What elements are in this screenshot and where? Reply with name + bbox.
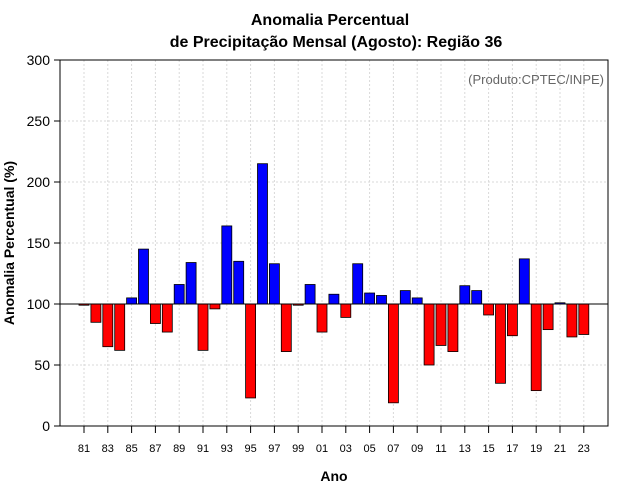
bar-11: [435, 303, 447, 346]
bar-13: [459, 285, 471, 305]
x-tick-label: 17: [506, 443, 518, 455]
bar-95: [245, 303, 257, 399]
x-axis: 81 83 85 87 89 91 93 95 97 99 01 03 05 07 09 11 13 15 17 19…: [78, 426, 590, 455]
y-tick-label: 0: [42, 418, 50, 434]
y-tick-label: 200: [27, 174, 51, 190]
bar-91: [197, 303, 209, 351]
credit-text: (Produto:CPTEC/INPE): [468, 72, 604, 87]
bars: [78, 163, 590, 404]
chart-title-line-1: Anomalia Percentual: [251, 12, 409, 29]
bar-19: [530, 303, 542, 392]
y-tick-label: 300: [27, 52, 51, 68]
bar-94: [233, 260, 245, 305]
bar-20: [542, 303, 554, 331]
x-tick-label: 89: [173, 443, 185, 455]
bar-17: [506, 303, 518, 337]
x-tick-label: 23: [578, 443, 590, 455]
y-tick-label: 100: [27, 296, 51, 312]
bar-89: [173, 284, 185, 305]
grid: [60, 60, 608, 426]
bar-22: [566, 303, 578, 338]
bar-12: [447, 303, 459, 352]
bar-97: [268, 263, 280, 305]
bar-09: [411, 297, 423, 305]
x-tick-label: 07: [387, 443, 399, 455]
chart-title-line-2: de Precipitação Mensal (Agosto): Região …: [170, 34, 503, 51]
x-tick-label: 03: [340, 443, 352, 455]
x-tick-label: 13: [459, 443, 471, 455]
x-tick-label: 97: [268, 443, 280, 455]
x-tick-label: 81: [78, 443, 90, 455]
x-tick-label: 05: [363, 443, 375, 455]
bar-15: [483, 303, 495, 316]
y-axis: 0 50 100 150 200 250 300: [27, 52, 60, 434]
x-tick-label: 15: [482, 443, 494, 455]
bar-93: [221, 225, 233, 305]
x-tick-label: 99: [292, 443, 304, 455]
bar-07: [387, 303, 399, 404]
x-tick-label: 83: [102, 443, 114, 455]
bar-96: [257, 163, 268, 305]
bar-92: [209, 303, 221, 310]
bar-23: [578, 303, 590, 335]
bar-16: [495, 303, 506, 384]
bar-10: [423, 303, 435, 366]
bar-86: [138, 248, 149, 305]
x-axis-label: Ano: [320, 468, 347, 484]
bar-88: [161, 303, 173, 333]
bar-02: [328, 293, 340, 305]
y-tick-label: 50: [34, 357, 50, 373]
bar-18: [518, 258, 530, 305]
x-tick-label: 11: [435, 443, 446, 455]
x-tick-label: 21: [554, 443, 566, 455]
x-tick-label: 93: [221, 443, 233, 455]
y-tick-label: 250: [27, 113, 51, 129]
bar-08: [399, 290, 411, 305]
x-tick-label: 19: [530, 443, 542, 455]
x-tick-label: 91: [197, 443, 209, 455]
x-tick-label: 09: [411, 443, 423, 455]
x-tick-label: 01: [316, 443, 328, 455]
bar-03: [340, 303, 352, 318]
bar-01: [316, 303, 328, 333]
x-tick-label: 85: [125, 443, 137, 455]
bar-82: [90, 303, 102, 323]
bar-06: [376, 295, 387, 305]
bar-84: [114, 303, 126, 351]
bar-14: [471, 290, 483, 305]
x-tick-label: 87: [149, 443, 161, 455]
bar-85: [126, 297, 137, 305]
y-axis-label: Anomalia Percentual (%): [1, 161, 17, 325]
bar-90: [185, 262, 197, 305]
bar-04: [352, 263, 364, 305]
x-tick-label: 95: [244, 443, 256, 455]
bar-98: [280, 303, 292, 352]
bar-87: [149, 303, 161, 324]
bar-05: [364, 292, 376, 305]
y-tick-label: 150: [27, 235, 51, 251]
bar-83: [102, 303, 114, 348]
bar-00: [304, 284, 316, 305]
